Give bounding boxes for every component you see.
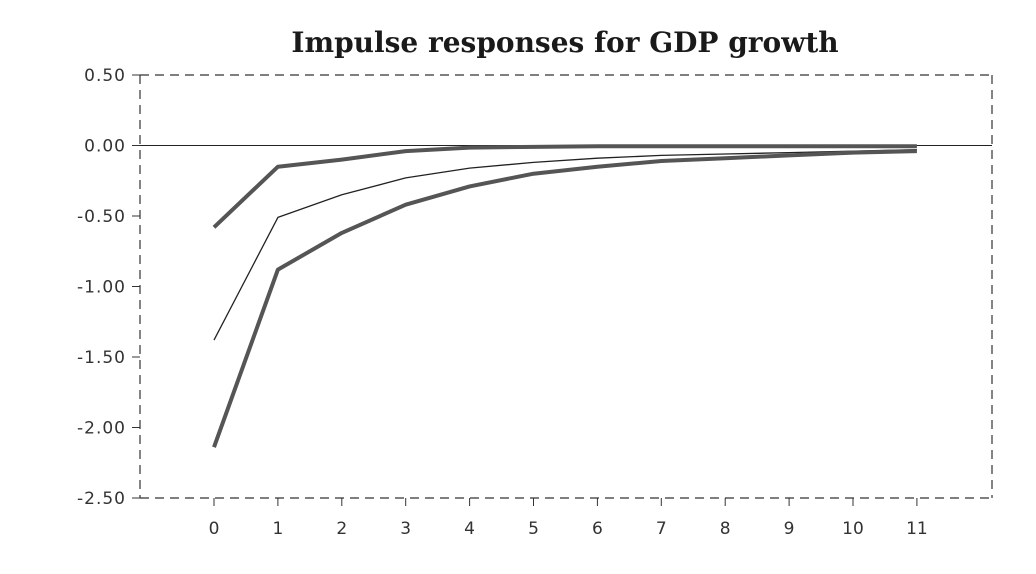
x-tick-label: 4 [464, 519, 475, 539]
x-tick-label: 5 [528, 519, 539, 539]
x-tick-label: 7 [656, 519, 667, 539]
series-line-lower-band [212, 149, 917, 448]
y-tick-label: -2.00 [77, 419, 126, 439]
series-lines [212, 144, 917, 448]
x-tick-label: 0 [209, 519, 220, 539]
series-line-point-estimate [213, 149, 917, 341]
y-tick-label: 0.00 [84, 137, 126, 157]
plot-frame [139, 74, 993, 499]
y-tick-label: -0.50 [77, 207, 126, 227]
x-tick-label: 1 [272, 519, 283, 539]
x-tick-label: 2 [336, 519, 347, 539]
x-tick-label: 6 [592, 519, 603, 539]
chart-title: Impulse responses for GDP growth [291, 26, 838, 59]
x-tick-label: 3 [400, 519, 411, 539]
y-tick-label: -2.50 [77, 489, 126, 509]
series-line-upper-band [212, 144, 917, 229]
axes: 0.50 0.00 -0.50 -1.00 -1.50 -2.00 -2.50 0 1 2 3 4 5 6… [77, 66, 928, 539]
x-tick-label: 9 [784, 519, 795, 539]
y-tick-label: 0.50 [84, 66, 126, 86]
x-tick-label: 11 [906, 519, 928, 539]
y-tick-label: -1.50 [77, 348, 126, 368]
x-tick-label: 8 [720, 519, 731, 539]
y-tick-label: -1.00 [77, 278, 126, 298]
x-tick-label: 10 [842, 519, 864, 539]
